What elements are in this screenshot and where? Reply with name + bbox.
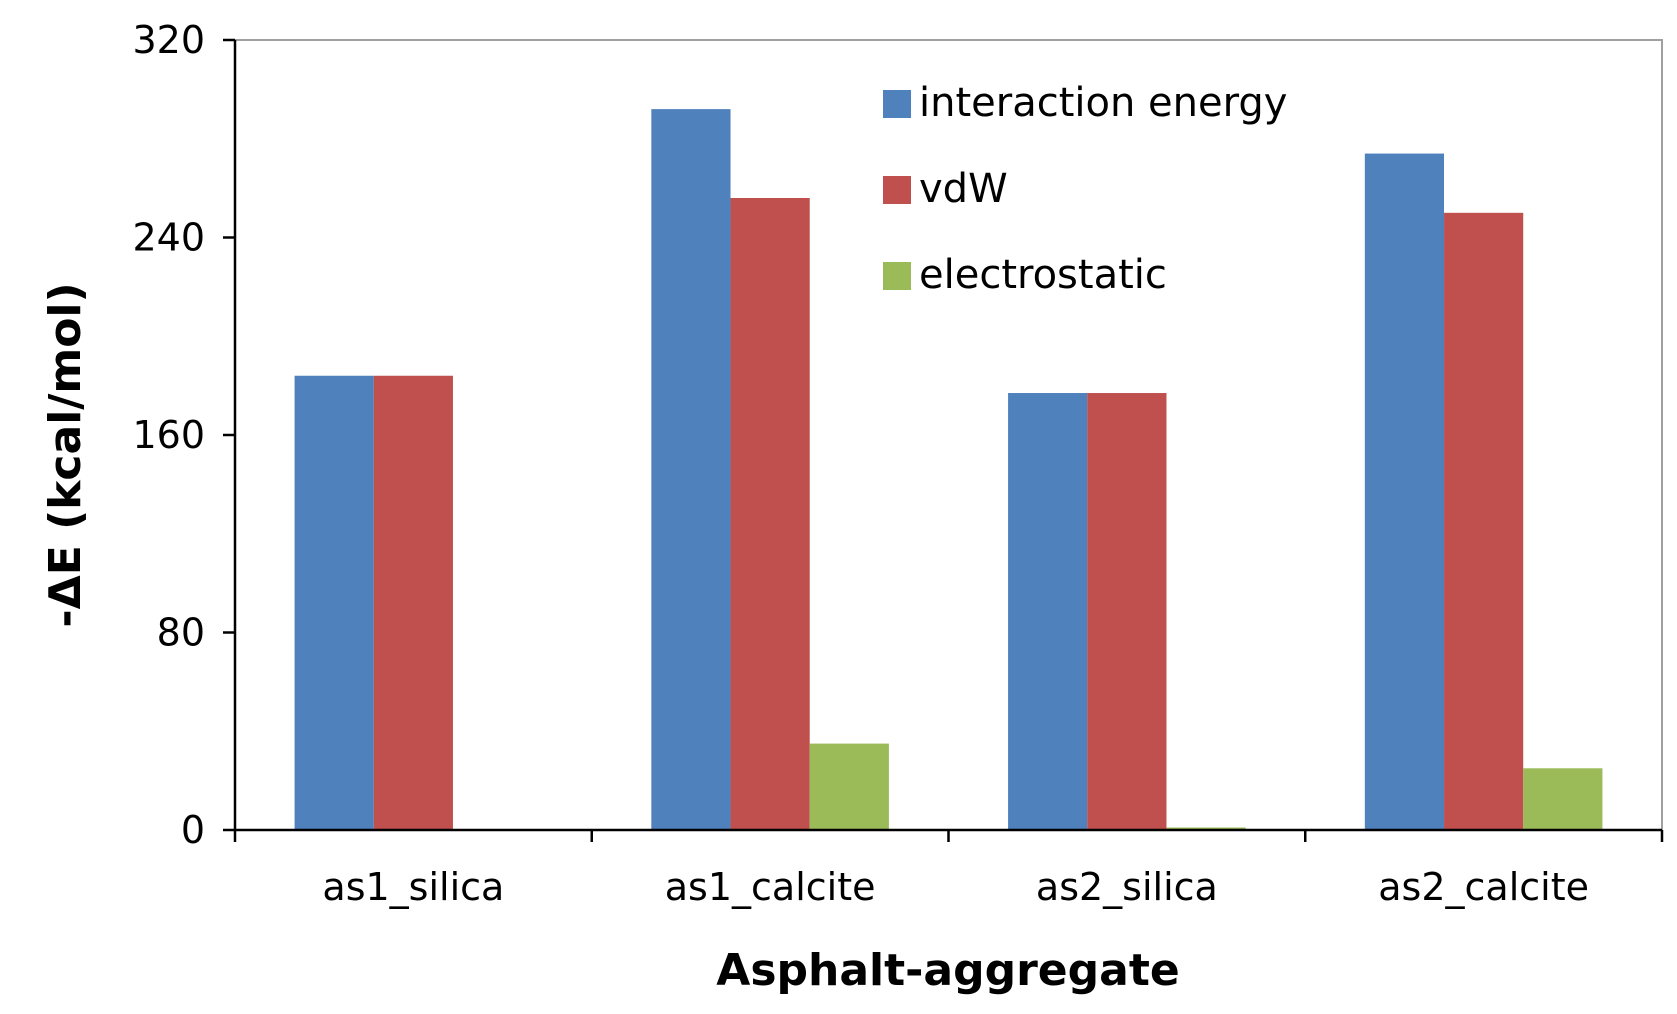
x-tick-label: as2_calcite [1378,865,1589,909]
y-tick-label: 320 [132,18,205,62]
x-tick-label: as1_silica [322,865,504,909]
bar-electrostatic-as2_calcite [1523,768,1603,830]
bar-vdW-as1_calcite [730,198,810,830]
legend-label: electrostatic [919,252,1167,298]
bar-vdW-as2_silica [1087,393,1167,830]
y-tick-label: 240 [132,216,205,260]
bar-interaction-energy-as1_calcite [651,109,731,830]
x-tick-label: as1_calcite [665,865,876,909]
legend: interaction energy vdW electrostatic [883,80,1287,298]
x-axis-title: Asphalt-aggregate [716,945,1179,996]
legend-label: vdW [919,166,1008,212]
bar-interaction-energy-as1_silica [294,375,374,830]
legend-label: interaction energy [919,80,1287,126]
legend-swatch [883,262,911,290]
x-ticks: as1_silica as1_calcite as2_silica as2_calci… [233,830,1664,909]
legend-swatch [883,90,911,118]
y-axis-title: -ΔE (kcal/mol) [40,282,91,627]
bar-vdW-as1_silica [373,375,453,830]
bar-electrostatic-as1_calcite [809,743,889,830]
bar-interaction-energy-as2_silica [1008,393,1088,830]
bars-layer [294,109,1603,830]
legend-swatch [883,176,911,204]
y-tick-label: 0 [181,808,205,852]
y-tick-label: 80 [157,611,205,655]
y-ticks: 0 80 160 240 320 [132,18,235,852]
y-tick-label: 160 [132,413,205,457]
x-tick-label: as2_silica [1036,865,1218,909]
bar-interaction-energy-as2_calcite [1364,153,1445,830]
bar-vdW-as2_calcite [1444,212,1524,830]
